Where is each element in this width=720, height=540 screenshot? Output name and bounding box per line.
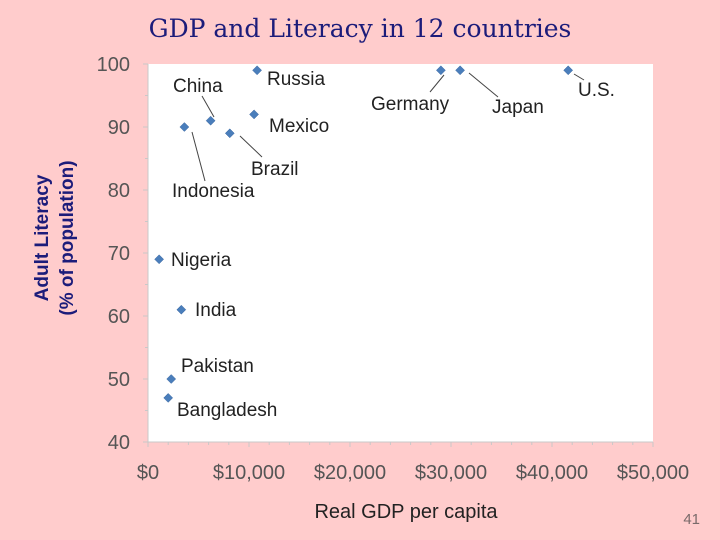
- data-point-bangladesh: [163, 393, 174, 403]
- leader-line: [429, 74, 445, 93]
- point-label: Brazil: [251, 159, 299, 180]
- page-number: 41: [683, 511, 700, 528]
- point-label: Mexico: [269, 116, 329, 137]
- y-axis-title-line: (% of population): [57, 160, 78, 315]
- x-axis-title: Real GDP per capita: [314, 501, 498, 523]
- point-label: Russia: [267, 69, 326, 90]
- x-tick-label: $40,000: [516, 462, 588, 484]
- point-label: U.S.: [578, 80, 615, 101]
- data-point-nigeria: [154, 254, 164, 265]
- y-tick-label: 80: [108, 180, 130, 202]
- x-tick-label: $20,000: [314, 462, 386, 484]
- x-tick-label: $50,000: [617, 462, 689, 484]
- data-point-u-s: [563, 65, 574, 76]
- y-tick-label: 50: [108, 369, 130, 391]
- data-point-pakistan: [166, 374, 177, 384]
- data-point-india: [176, 304, 187, 315]
- leader-line: [468, 72, 499, 98]
- point-label: Pakistan: [181, 356, 254, 377]
- plot-area: [148, 64, 653, 442]
- y-axis-title: Adult Literacy (% of population): [32, 160, 78, 315]
- data-point-germany: [436, 65, 446, 76]
- data-point-russia: [252, 65, 262, 76]
- y-axis-title-line: Adult Literacy: [32, 174, 53, 301]
- point-label: Japan: [492, 97, 544, 118]
- y-tick-label: 60: [108, 306, 130, 328]
- point-label: Germany: [371, 94, 450, 115]
- data-point-mexico: [249, 109, 259, 120]
- data-point-indonesia: [179, 122, 190, 132]
- data-point-japan: [455, 65, 465, 76]
- y-tick-label: 90: [108, 117, 130, 139]
- point-label: Nigeria: [171, 250, 232, 271]
- x-tick-label: $0: [137, 462, 159, 484]
- leader-line: [191, 131, 206, 182]
- data-point-china: [205, 115, 216, 126]
- x-tick-label: $30,000: [415, 462, 487, 484]
- point-label: Bangladesh: [177, 400, 277, 421]
- point-label: India: [195, 300, 237, 321]
- leader-line: [201, 95, 215, 118]
- y-tick-label: 70: [108, 243, 130, 265]
- data-point-brazil: [224, 128, 235, 139]
- point-label: Indonesia: [172, 181, 255, 202]
- y-tick-label: 40: [108, 432, 130, 454]
- leader-line: [239, 135, 263, 158]
- leader-line: [573, 73, 585, 81]
- page-title: GDP and Literacy in 12 countries: [148, 14, 572, 43]
- x-tick-label: $10,000: [213, 462, 285, 484]
- point-label: China: [173, 76, 223, 97]
- y-tick-label: 100: [97, 54, 130, 76]
